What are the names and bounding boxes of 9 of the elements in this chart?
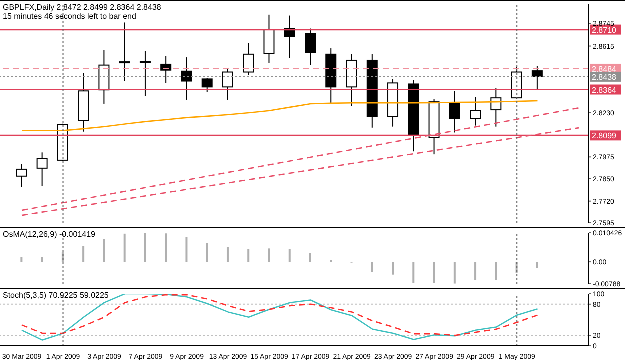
chart-title: OsMA(12,26,9) -0.001419 (3, 230, 96, 239)
ref-line-label: 2.8099 (592, 132, 618, 141)
ref-line-label: 2.8710 (592, 26, 618, 35)
text: 15 minutes 46 seconds left to bar end (3, 12, 138, 21)
ref-line-label: 2.8484 (592, 64, 618, 74)
ref-line-label: 2.8438 (592, 72, 618, 82)
chart-title: Stoch(5,3,5) 70.9225 59.0225 (3, 291, 109, 300)
chart-title: GBPLFX,Daily 2.8472 2.8499 2.8364 2.8438 (3, 3, 162, 12)
ref-line-label: 2.8364 (592, 86, 618, 95)
